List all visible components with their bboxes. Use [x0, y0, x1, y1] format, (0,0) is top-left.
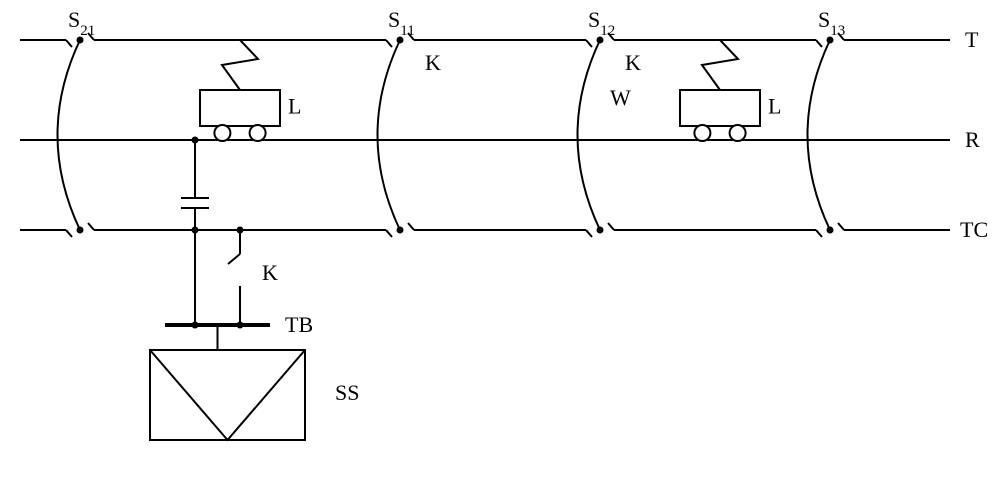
train-label-L: L [768, 93, 781, 118]
traction-power-diagram: TRTCS21S11S12S13KKWLLKTBSS [0, 0, 1000, 500]
label-K-S12: K [625, 50, 641, 75]
section-arc-S13 [808, 40, 831, 230]
switch-label-K: K [262, 260, 278, 285]
train-label-L: L [288, 93, 301, 118]
busbar-label-TB: TB [285, 312, 313, 337]
rail-label-TC: TC [960, 217, 988, 242]
substation-box [150, 350, 305, 440]
rail-label-T: T [965, 27, 979, 52]
section-arc-S12 [578, 40, 601, 230]
label-W: W [610, 85, 631, 110]
section-label-S12: S12 [588, 7, 615, 39]
section-label-S21: S21 [68, 7, 95, 39]
substation-label-SS: SS [335, 380, 359, 405]
label-K-S11: K [425, 50, 441, 75]
section-label-S11: S11 [388, 7, 415, 39]
section-arc-S11 [378, 40, 401, 230]
section-arc-S21 [58, 40, 81, 230]
section-label-S13: S13 [818, 7, 845, 39]
rail-label-R: R [965, 127, 980, 152]
